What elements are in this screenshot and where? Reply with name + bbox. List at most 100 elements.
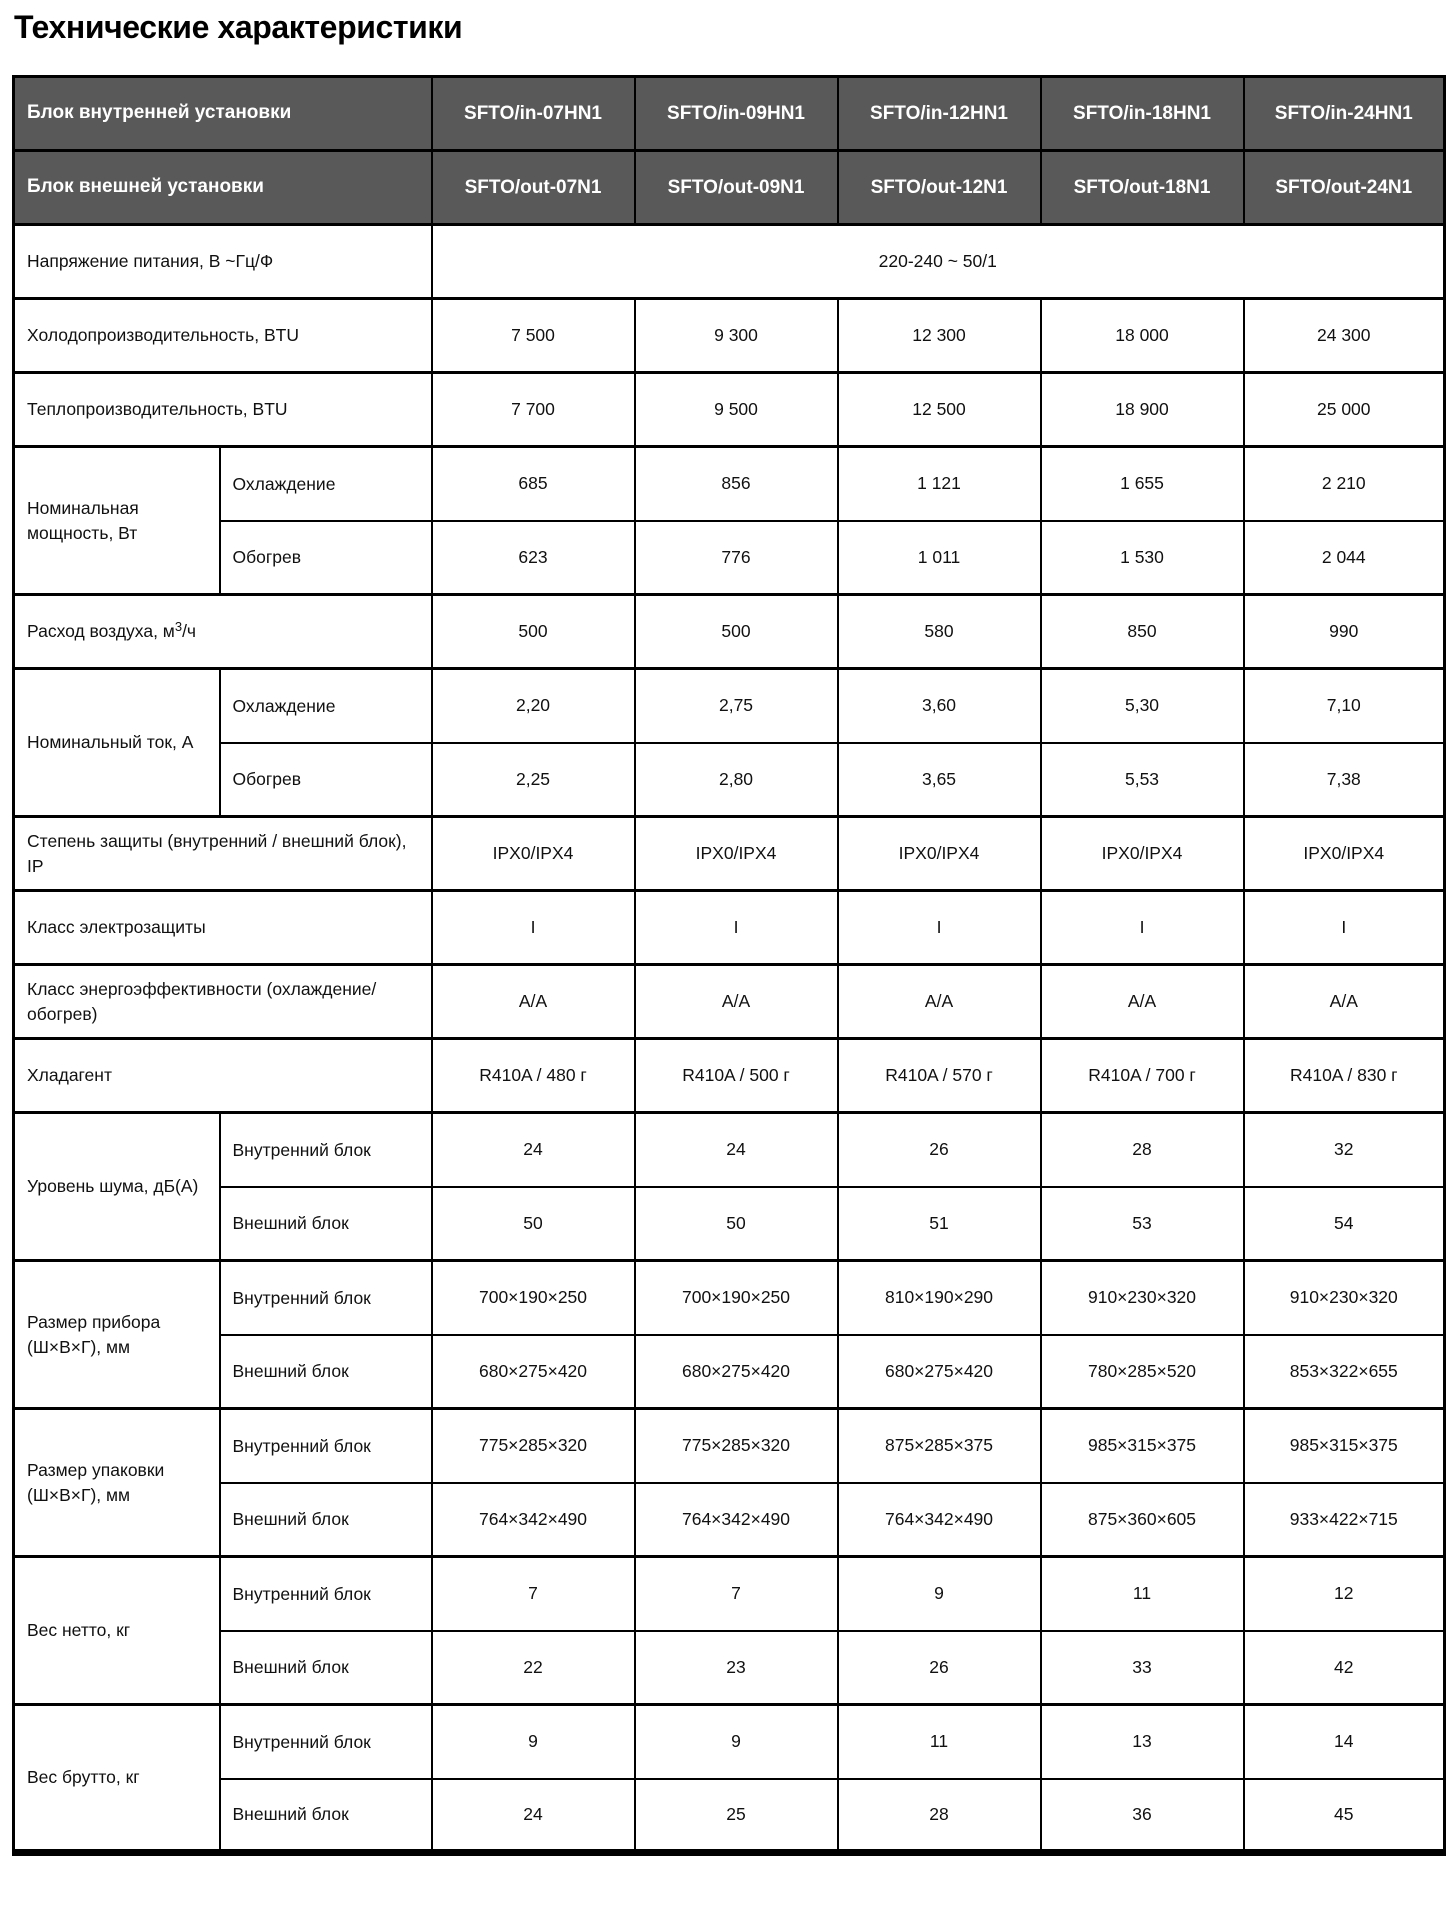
value-cell: 933×422×715 [1242, 1481, 1446, 1558]
value-cell: 3,60 [836, 667, 1042, 744]
header-model-cell: SFTO/in-18HN1 [1039, 75, 1245, 152]
value-cell: 50 [633, 1185, 839, 1262]
value-cell: 36 [1039, 1777, 1245, 1854]
value-cell: 25 [633, 1777, 839, 1854]
row-label-cell: Степень защиты (внутренний / внешний бло… [12, 815, 433, 892]
subrow-label-cell: Внешний блок [218, 1185, 433, 1262]
value-cell: IPX0/IPX4 [430, 815, 636, 892]
spec-subrow: Внешний блок 22 23 26 33 42 [14, 1629, 1446, 1706]
header-model-cell: SFTO/in-12HN1 [836, 75, 1042, 152]
spec-row: Напряжение питания, В ~Гц/Ф 220-240 ~ 50/… [12, 223, 1446, 300]
value-cell: 680×275×420 [633, 1333, 839, 1410]
value-cell: 23 [633, 1629, 839, 1706]
subrow-label-cell: Внутренний блок [218, 1703, 433, 1780]
subrow-label-cell: Внутренний блок [218, 1259, 433, 1336]
value-cell: 24 300 [1242, 297, 1446, 374]
row-label-cell: Уровень шума, дБ(А) [12, 1111, 221, 1262]
spec-subrow: Внешний блок 680×275×420 680×275×420 680×27… [14, 1333, 1446, 1410]
value-cell: 26 [836, 1629, 1042, 1706]
value-cell: 11 [836, 1703, 1042, 1780]
spec-row: Степень защиты (внутренний / внешний бло… [12, 815, 1446, 892]
spec-subrow: Обогрев 2,25 2,80 3,65 5,53 7,38 [14, 741, 1446, 818]
value-cell: 910×230×320 [1039, 1259, 1245, 1336]
row-label-cell: Номинальный ток, А [12, 667, 221, 818]
value-cell: 7 [633, 1555, 839, 1632]
value-cell: 680×275×420 [836, 1333, 1042, 1410]
header-model-cell: SFTO/out-24N1 [1242, 149, 1446, 226]
value-cell: 775×285×320 [430, 1407, 636, 1484]
spec-subrow: Внешний блок 764×342×490 764×342×490 764×34… [14, 1481, 1446, 1558]
value-cell: 850 [1039, 593, 1245, 670]
value-cell: 775×285×320 [633, 1407, 839, 1484]
value-cell: 22 [430, 1629, 636, 1706]
label-superscript: 3 [174, 619, 183, 635]
value-cell: 12 300 [836, 297, 1042, 374]
value-cell: 1 011 [836, 519, 1042, 596]
value-cell: 51 [836, 1185, 1042, 1262]
spec-subrow: Внешний блок 50 50 51 53 54 [14, 1185, 1446, 1262]
header-model-cell: SFTO/out-18N1 [1039, 149, 1245, 226]
value-cell: 700×190×250 [430, 1259, 636, 1336]
value-cell: 12 500 [836, 371, 1042, 448]
header-model-cell: SFTO/out-12N1 [836, 149, 1042, 226]
value-cell: 9 [633, 1703, 839, 1780]
value-cell: 580 [836, 593, 1042, 670]
label-text: /ч [182, 621, 197, 642]
value-cell: 1 121 [836, 445, 1042, 522]
value-cell: 9 [430, 1703, 636, 1780]
value-cell: 12 [1242, 1555, 1446, 1632]
value-cell: 875×360×605 [1039, 1481, 1245, 1558]
value-cell: 24 [633, 1111, 839, 1188]
value-cell: 2,25 [430, 741, 636, 818]
value-cell: 14 [1242, 1703, 1446, 1780]
value-cell: 2,80 [633, 741, 839, 818]
value-cell: 18 000 [1039, 297, 1245, 374]
value-cell: 26 [836, 1111, 1042, 1188]
value-cell: I [430, 889, 636, 966]
spec-subrow: Номинальная мощность, Вт Охлаждение 685 856… [12, 445, 1446, 596]
page-title: Технические характеристики [14, 9, 463, 45]
value-cell: 53 [1039, 1185, 1245, 1262]
value-cell: 28 [1039, 1111, 1245, 1188]
value-cell: R410A / 480 г [430, 1037, 636, 1114]
row-label-cell: Класс электрозащиты [12, 889, 433, 966]
subrow-label-cell: Охлаждение [218, 667, 433, 744]
value-cell: 985×315×375 [1242, 1407, 1446, 1484]
value-cell: R410A / 830 г [1242, 1037, 1446, 1114]
subrow-label-cell: Внешний блок [218, 1333, 433, 1410]
value-cell: 500 [430, 593, 636, 670]
subrow-label-cell: Внешний блок [218, 1481, 433, 1558]
header-model-cell: SFTO/in-24HN1 [1242, 75, 1446, 152]
value-cell: 33 [1039, 1629, 1245, 1706]
label-text: Расход воздуха, м [27, 621, 175, 642]
page: Технические характеристики Блок внутренн… [12, 9, 1447, 1857]
value-cell: 18 900 [1039, 371, 1245, 448]
value-cell: R410A / 700 г [1039, 1037, 1245, 1114]
value-cell: A/A [836, 963, 1042, 1040]
value-cell: I [836, 889, 1042, 966]
row-label-cell: Расход воздуха, м3/ч [12, 593, 433, 670]
value-cell: 780×285×520 [1039, 1333, 1245, 1410]
value-cell: 985×315×375 [1039, 1407, 1245, 1484]
spec-row: Класс электрозащиты I I I I I [12, 889, 1446, 966]
value-cell: 9 [836, 1555, 1042, 1632]
spec-subrow: Обогрев 623 776 1 011 1 530 2 044 [14, 519, 1446, 596]
value-cell: 5,30 [1039, 667, 1245, 744]
value-cell: 623 [430, 519, 636, 596]
value-cell: 1 655 [1039, 445, 1245, 522]
subrow-label-cell: Внешний блок [218, 1777, 433, 1854]
value-cell: 45 [1242, 1777, 1446, 1854]
header-row: Блок внешней установки SFTO/out-07N1 SFTO/… [12, 149, 1446, 226]
header-model-cell: SFTO/out-07N1 [430, 149, 636, 226]
specs-table-body: Блок внутренней установки SFTO/in-07HN1 SF… [12, 75, 1446, 1854]
value-cell: 13 [1039, 1703, 1245, 1780]
value-cell: 764×342×490 [430, 1481, 636, 1558]
subrow-label-cell: Обогрев [218, 741, 433, 818]
value-cell: 5,53 [1039, 741, 1245, 818]
row-label-cell: Теплопроизводительность, BTU [12, 371, 433, 448]
spec-subrow: Уровень шума, дБ(А) Внутренний блок 24 24 26… [12, 1111, 1446, 1262]
value-cell: 7,38 [1242, 741, 1446, 818]
value-cell: 2,20 [430, 667, 636, 744]
value-cell: IPX0/IPX4 [1242, 815, 1446, 892]
subrow-label-cell: Охлаждение [218, 445, 433, 522]
